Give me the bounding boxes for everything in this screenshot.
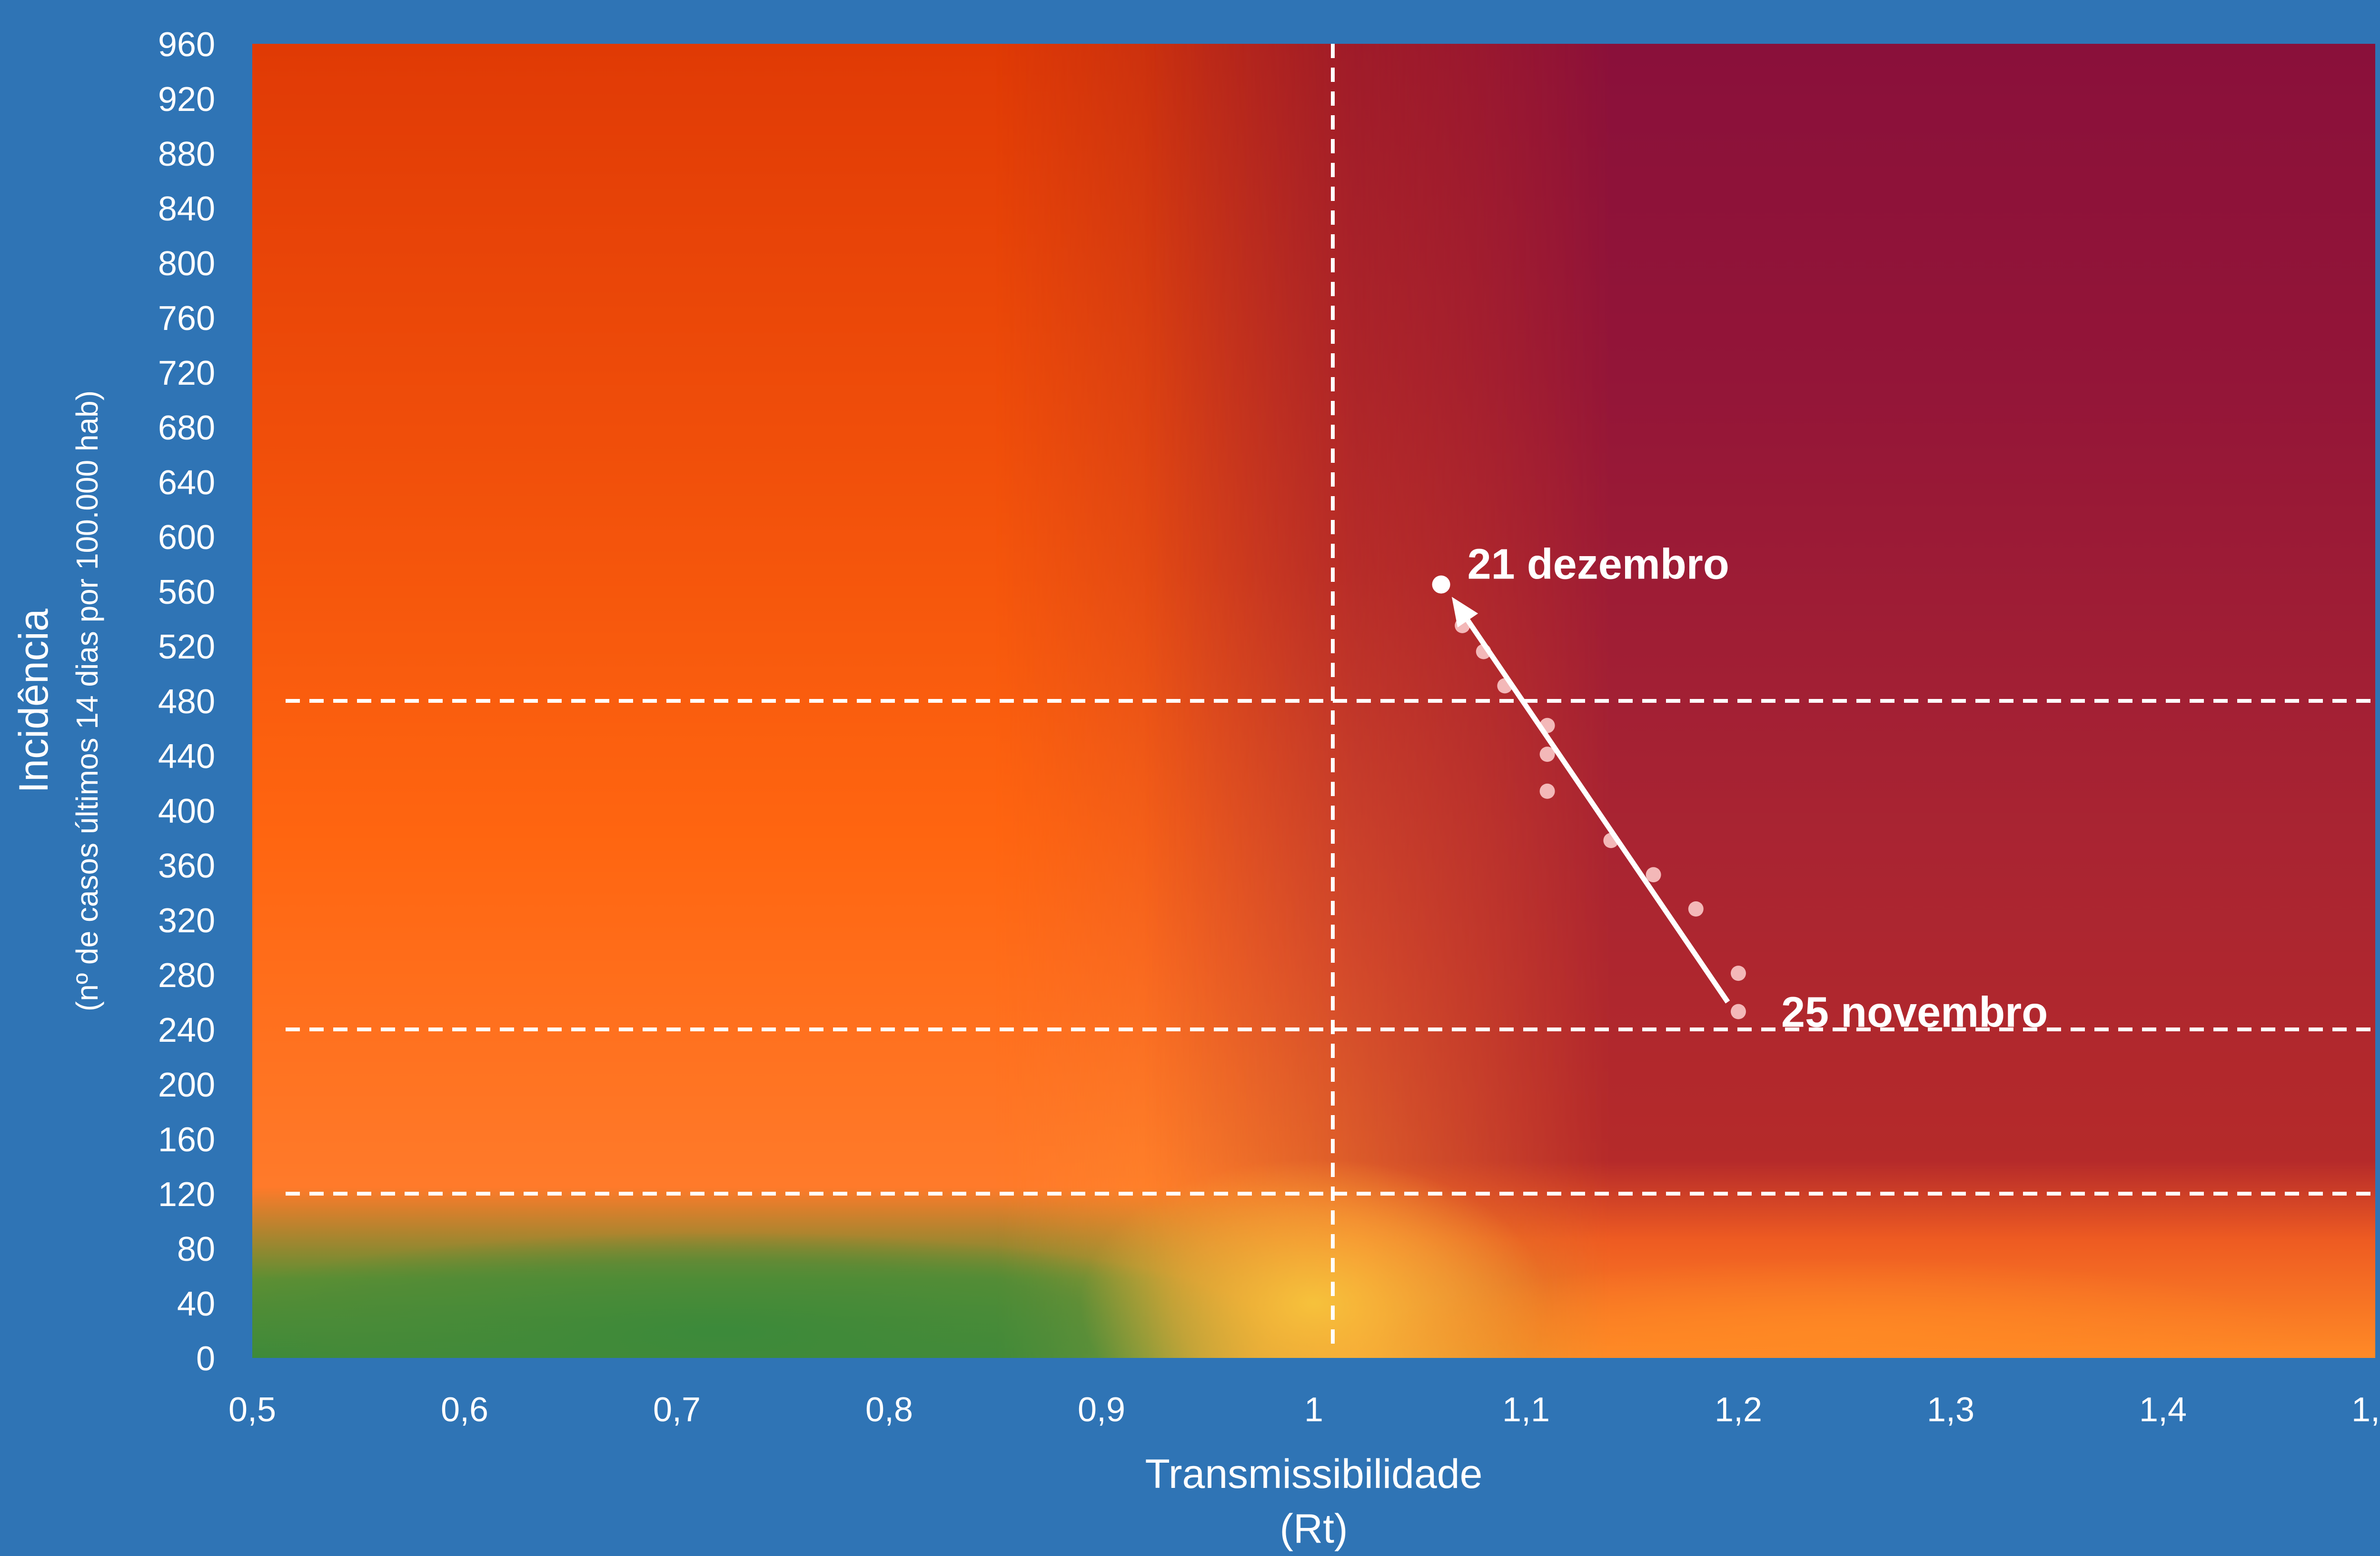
annotation-label: 21 dezembro: [1468, 541, 1729, 588]
orange-zone-glow: [1378, 1258, 2311, 1358]
y-tick-label: 920: [158, 80, 215, 119]
data-point: [1539, 747, 1555, 762]
x-axis-ticks: 0,5 0,6 0,7 0,8 0,9 1 1,1 1,2 1,3 1,4 1,5: [228, 1391, 2380, 1429]
y-tick-label: 160: [158, 1121, 215, 1159]
data-point: [1646, 867, 1661, 883]
y-tick-label: 40: [177, 1285, 215, 1323]
y-axis-ticks: 0 40 80 120 160 200 240 280 320 360 400 440 480 520 56…: [158, 26, 215, 1378]
green-zone-glow: [252, 1232, 1271, 1358]
data-point: [1731, 966, 1746, 981]
x-tick-label: 0,8: [865, 1391, 913, 1429]
x-tick-label: 0,5: [228, 1391, 276, 1429]
y-tick-label: 480: [158, 683, 215, 721]
y-axis-label: Incidência: [11, 608, 57, 793]
y-tick-label: 80: [177, 1230, 215, 1268]
y-tick-label: 520: [158, 628, 215, 666]
x-tick-label: 1,5: [2351, 1391, 2380, 1429]
y-tick-label: 400: [158, 792, 215, 830]
y-tick-label: 0: [196, 1340, 215, 1378]
y-tick-label: 800: [158, 245, 215, 283]
y-tick-label: 720: [158, 354, 215, 392]
plot-area: [252, 44, 2375, 1358]
y-tick-label: 560: [158, 573, 215, 611]
reference-lines: [286, 44, 2375, 1346]
y-tick-label: 360: [158, 847, 215, 885]
x-tick-label: 0,9: [1078, 1391, 1125, 1429]
y-tick-label: 240: [158, 1011, 215, 1049]
trend-arrow: [1451, 597, 1730, 1004]
y-tick-label: 120: [158, 1176, 215, 1214]
x-tick-label: 1: [1304, 1391, 1323, 1429]
y-tick-label: 960: [158, 26, 215, 64]
arrow-head: [1451, 597, 1478, 628]
data-point: [1688, 901, 1704, 917]
annotations: 21 dezembro 25 novembro: [1468, 541, 2048, 1037]
y-tick-label: 320: [158, 902, 215, 940]
y-tick-label: 600: [158, 519, 215, 557]
x-tick-label: 1,4: [2139, 1391, 2187, 1429]
data-point: [1731, 1004, 1746, 1019]
y-axis-sublabel: (nº de casos últimos 14 dias por 100.000…: [70, 390, 104, 1011]
y-tick-label: 880: [158, 135, 215, 173]
y-tick-label: 840: [158, 190, 215, 228]
x-tick-label: 0,7: [653, 1391, 701, 1429]
y-tick-label: 200: [158, 1066, 215, 1104]
x-axis-unit: (Rt): [1279, 1506, 1348, 1552]
x-tick-label: 1,2: [1715, 1391, 1762, 1429]
y-tick-label: 640: [158, 464, 215, 502]
y-tick-label: 760: [158, 299, 215, 338]
x-axis-label: Transmissibilidade: [1145, 1451, 1483, 1497]
data-point: [1432, 575, 1450, 594]
arrow-shaft: [1466, 618, 1730, 1004]
x-tick-label: 0,6: [441, 1391, 488, 1429]
annotation-label: 25 novembro: [1781, 989, 2048, 1037]
x-tick-label: 1,1: [1502, 1391, 1550, 1429]
y-tick-label: 680: [158, 409, 215, 447]
y-tick-label: 280: [158, 957, 215, 995]
x-tick-label: 1,3: [1927, 1391, 1974, 1429]
data-point: [1539, 783, 1555, 799]
y-tick-label: 440: [158, 738, 215, 776]
